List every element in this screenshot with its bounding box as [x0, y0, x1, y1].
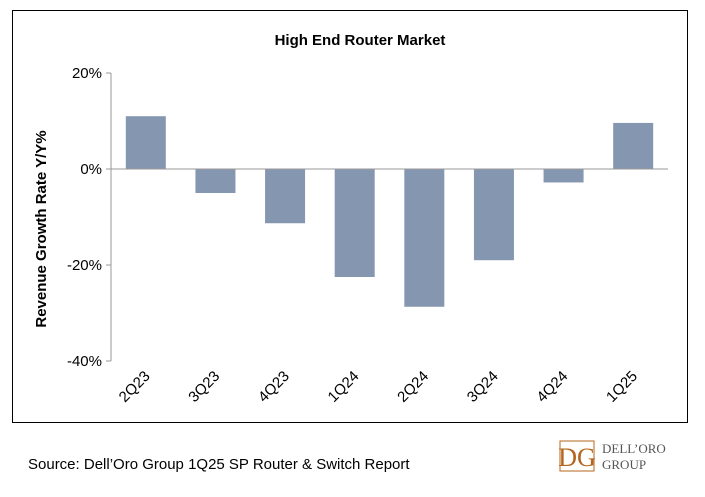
- bar: [195, 169, 236, 193]
- chart-frame: High End Router Market Revenue Growth Ra…: [12, 10, 688, 423]
- y-tick-label: -20%: [67, 257, 102, 274]
- x-tick-label: 4Q23: [255, 368, 293, 406]
- logo-text-line2: GROUP: [602, 457, 646, 472]
- x-tick-label: 3Q23: [185, 368, 223, 406]
- x-tick-label: 2Q23: [116, 368, 154, 406]
- bar: [334, 169, 375, 277]
- y-tick-label: 20%: [72, 65, 102, 82]
- x-tick-label: 2Q24: [394, 368, 432, 406]
- bar: [404, 169, 445, 307]
- bar: [265, 169, 306, 224]
- chart-title: High End Router Market: [275, 32, 446, 49]
- dell-oro-logo: DG DELL’ORO GROUP: [558, 436, 683, 476]
- logo-monogram-icon: DG: [558, 440, 596, 472]
- y-tick-label: 0%: [80, 161, 102, 178]
- bar: [543, 169, 584, 183]
- bar-chart: High End Router Market Revenue Growth Ra…: [33, 32, 668, 406]
- svg-text:DG: DG: [558, 443, 596, 472]
- bar: [613, 122, 654, 169]
- x-tick-label: 1Q25: [603, 368, 641, 406]
- x-tick-label: 1Q24: [325, 368, 363, 406]
- x-tick-label: 3Q24: [464, 368, 502, 406]
- y-tick-label: -40%: [67, 353, 102, 370]
- y-axis-label: Revenue Growth Rate Y/Y%: [33, 130, 50, 327]
- bar: [125, 116, 166, 169]
- plot-area: 20% 0% -20% -40% 2Q23 3Q23 4Q23 1Q24 2Q24 3Q24 4Q2…: [67, 65, 668, 406]
- bar: [473, 169, 514, 261]
- x-tick-label: 4Q24: [533, 368, 571, 406]
- logo-text-line1: DELL’ORO: [602, 441, 666, 456]
- source-note: Source: Dell’Oro Group 1Q25 SP Router & …: [28, 456, 410, 473]
